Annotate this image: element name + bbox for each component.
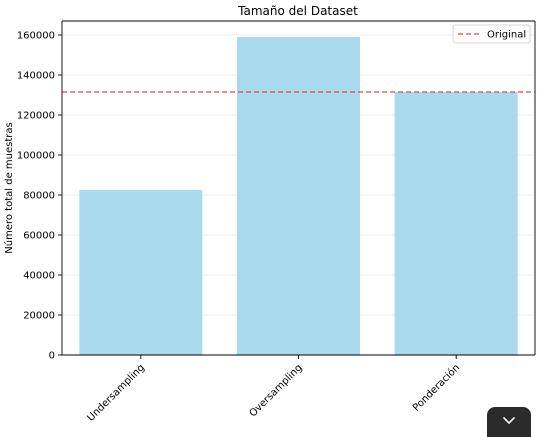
y-tick-label: 80000: [23, 191, 55, 202]
legend-label: Original: [487, 30, 526, 41]
chart: Tamaño del Dataset Número total de muest…: [3, 4, 536, 424]
y-tick-label: 0: [49, 351, 55, 362]
y-tick-label: 160000: [17, 31, 55, 42]
y-tick-label: 20000: [23, 311, 55, 322]
scroll-down-button[interactable]: [487, 407, 531, 437]
y-tick-label: 120000: [17, 111, 55, 122]
y-tick-label: 100000: [17, 151, 55, 162]
x-tick-label: Undersampling: [85, 362, 146, 423]
y-tick-label: 60000: [23, 231, 55, 242]
x-tick-label: Ponderación: [410, 362, 462, 414]
legend: Original: [452, 24, 531, 44]
y-tick-label: 40000: [23, 271, 55, 282]
x-ticks: Undersampling Oversampling Ponderación: [85, 355, 462, 424]
y-axis-label: Número total de muestras: [3, 122, 15, 253]
y-ticks: 0 20000 40000 60000 80000 100000 120000 140000 1…: [17, 31, 62, 362]
bar-undersampling: [79, 190, 203, 355]
chevron-down-icon: [503, 417, 515, 425]
x-tick-label: Oversampling: [248, 362, 305, 419]
chart-title: Tamaño del Dataset: [237, 4, 358, 18]
bars: [79, 37, 518, 355]
bar-ponderación: [394, 92, 518, 355]
y-tick-label: 140000: [17, 71, 55, 82]
legend-box: [452, 24, 531, 44]
bar-oversampling: [237, 37, 360, 355]
